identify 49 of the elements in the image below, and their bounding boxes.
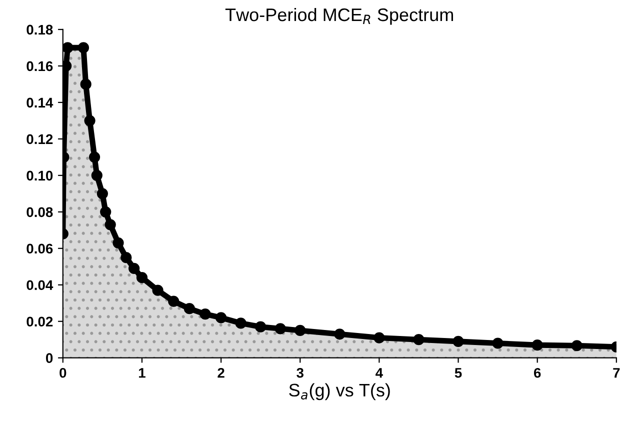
point <box>112 237 124 248</box>
point <box>452 336 464 347</box>
x-tick-label: 3 <box>296 368 304 378</box>
point <box>274 323 286 334</box>
point <box>200 308 211 320</box>
point <box>62 42 74 54</box>
point <box>120 252 132 264</box>
point <box>255 321 266 332</box>
x-tick-label: 1 <box>138 368 146 378</box>
point <box>136 272 148 284</box>
point <box>84 115 96 126</box>
point <box>532 340 543 351</box>
point <box>413 334 424 346</box>
point <box>80 78 92 90</box>
y-tick-label: 0.10 <box>26 170 53 181</box>
point <box>215 312 227 324</box>
point <box>184 303 195 314</box>
point <box>152 284 164 296</box>
point <box>96 188 108 200</box>
y-tick-label: 0.02 <box>26 316 53 327</box>
y-tick-label: 0.04 <box>26 280 54 290</box>
x-axis-title: S$_{a}$(g) vs T(s) <box>289 383 390 400</box>
point <box>492 338 504 349</box>
point <box>128 262 140 274</box>
x-tick-label: 6 <box>534 368 541 378</box>
x-tick-label: 7 <box>613 368 620 378</box>
point <box>100 206 112 218</box>
point <box>104 219 116 230</box>
point <box>235 318 246 329</box>
x-tick-label: 4 <box>376 368 383 378</box>
point <box>571 340 582 352</box>
y-tick-label: 0.06 <box>26 244 53 254</box>
point <box>91 170 102 181</box>
y-tick-label: 0.12 <box>26 134 53 144</box>
y-tick-label: 0 <box>46 353 53 364</box>
x-tick-label: 5 <box>454 368 462 378</box>
point <box>78 42 90 54</box>
x-tick-label: 0 <box>60 368 66 378</box>
point <box>294 324 306 336</box>
point <box>88 152 100 163</box>
y-tick-label: 0.08 <box>26 207 53 218</box>
y-tick-label: 0.14 <box>26 98 54 108</box>
point <box>374 332 385 344</box>
point <box>334 328 346 340</box>
y-tick-label: 0.16 <box>26 61 53 72</box>
x-tick-label: 2 <box>218 368 224 378</box>
chart-title: Two-Period MCE$_{R}$ Spectrum <box>225 8 453 25</box>
y-tick-label: 0.18 <box>26 24 53 35</box>
point <box>168 296 180 307</box>
